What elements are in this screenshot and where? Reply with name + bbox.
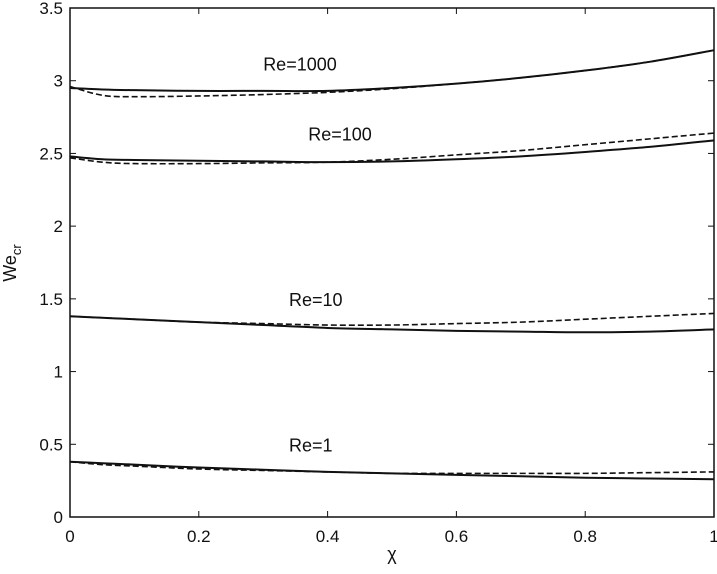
x-tick-label: 1 bbox=[709, 527, 717, 546]
series-re-10-dashed bbox=[69, 312, 715, 327]
series-re-10-solid bbox=[69, 315, 715, 334]
annotation-label: Re=100 bbox=[308, 124, 372, 144]
y-axis-label-main: We bbox=[0, 255, 20, 282]
series-re-1000-solid bbox=[69, 49, 715, 93]
y-tick-label: 2.5 bbox=[39, 144, 63, 163]
y-tick-label: 1 bbox=[54, 363, 63, 382]
x-tick-label: 0.8 bbox=[573, 527, 597, 546]
y-tick-label: 0.5 bbox=[39, 435, 63, 454]
series-re-1000-dashed bbox=[69, 49, 715, 98]
y-tick-label: 3.5 bbox=[39, 0, 63, 18]
y-axis-label-subscript: cr bbox=[9, 244, 24, 256]
series-re-100-solid bbox=[69, 139, 715, 164]
annotation-label: Re=1000 bbox=[263, 55, 337, 75]
x-tick-label: 0.4 bbox=[316, 527, 340, 546]
plot-lines bbox=[69, 49, 715, 481]
y-tick-label: 0 bbox=[54, 508, 63, 527]
annotations: Re=1000 Re=100 Re=10 Re=1 bbox=[263, 55, 372, 456]
series-re-100-dashed bbox=[69, 132, 715, 165]
series-re-1-solid bbox=[69, 460, 715, 481]
annotation-label: Re=10 bbox=[289, 290, 343, 310]
x-tick-label: 0.6 bbox=[445, 527, 469, 546]
y-tick-label: 2 bbox=[54, 217, 63, 236]
x-tick-label: 0 bbox=[65, 527, 74, 546]
plot-frame bbox=[69, 7, 715, 518]
y-tick-label: 1.5 bbox=[39, 290, 63, 309]
y-axis-label: Wecr bbox=[0, 244, 24, 282]
ticks: 0 0.2 0.4 0.6 0.8 1 0 0.5 1 1.5 2 2.5 3 3.5 bbox=[39, 0, 717, 546]
x-axis-label: χ bbox=[387, 544, 397, 564]
annotation-label: Re=1 bbox=[289, 436, 333, 456]
series-re-1-dashed bbox=[69, 460, 715, 475]
x-tick-label: 0.2 bbox=[187, 527, 211, 546]
y-tick-label: 3 bbox=[54, 72, 63, 91]
